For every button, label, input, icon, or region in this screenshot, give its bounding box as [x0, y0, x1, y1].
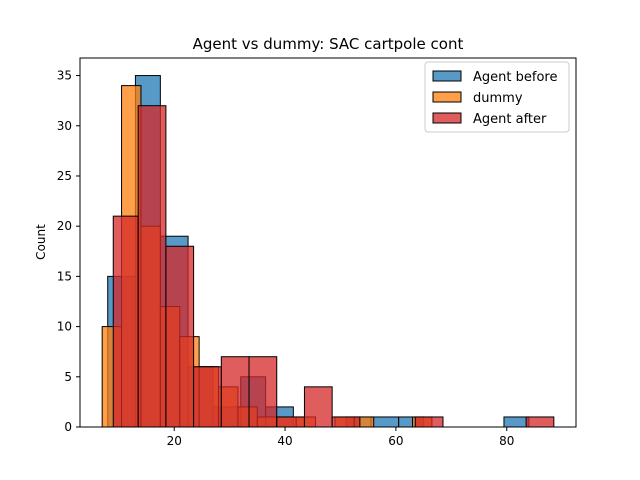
x-tick-label: 20: [167, 434, 182, 448]
y-tick-label: 30: [57, 119, 72, 133]
bars-layer: [101, 75, 555, 428]
y-tick-label: 10: [57, 320, 72, 334]
histogram-bar: [503, 416, 530, 428]
y-axis-label: Count: [34, 224, 48, 260]
plot-frame: [79, 57, 577, 428]
histogram-bar: [193, 366, 222, 428]
histogram-bar: [414, 416, 444, 428]
y-tick-label: 25: [57, 169, 72, 183]
legend: Agent before dummy Agent after: [424, 61, 570, 133]
histogram-bar: [370, 416, 400, 428]
histogram-bar: [112, 215, 139, 428]
histogram-bar: [276, 416, 305, 428]
y-tick-label: 5: [64, 370, 72, 384]
histogram-bar: [525, 416, 555, 428]
x-tick-label: 60: [388, 434, 403, 448]
x-tick-label: 40: [277, 434, 292, 448]
series-agent-after: [112, 105, 555, 428]
x-tick-label: 80: [499, 434, 514, 448]
y-tick-label: 35: [57, 69, 72, 83]
legend-label: Agent before: [473, 70, 557, 85]
y-tick-label: 15: [57, 269, 72, 283]
chart-title: Agent vs dummy: SAC cartpole cont: [193, 35, 464, 53]
legend-swatch: [432, 91, 462, 103]
y-tick-label: 20: [57, 219, 72, 233]
legend-swatch: [432, 112, 462, 124]
histogram-bar: [331, 416, 361, 428]
histogram-bar: [303, 386, 333, 428]
histogram-bar: [165, 245, 195, 428]
histogram-bar: [248, 356, 278, 428]
legend-label: Agent after: [473, 112, 547, 127]
histogram-bar: [137, 105, 167, 428]
axes-layer: 20 40 60 80 0 5 10 15 20 25 30 35: [57, 57, 577, 448]
histogram-bar: [220, 356, 250, 428]
y-tick-label: 0: [64, 420, 72, 434]
legend-label: dummy: [473, 91, 523, 106]
legend-swatch: [432, 70, 462, 82]
